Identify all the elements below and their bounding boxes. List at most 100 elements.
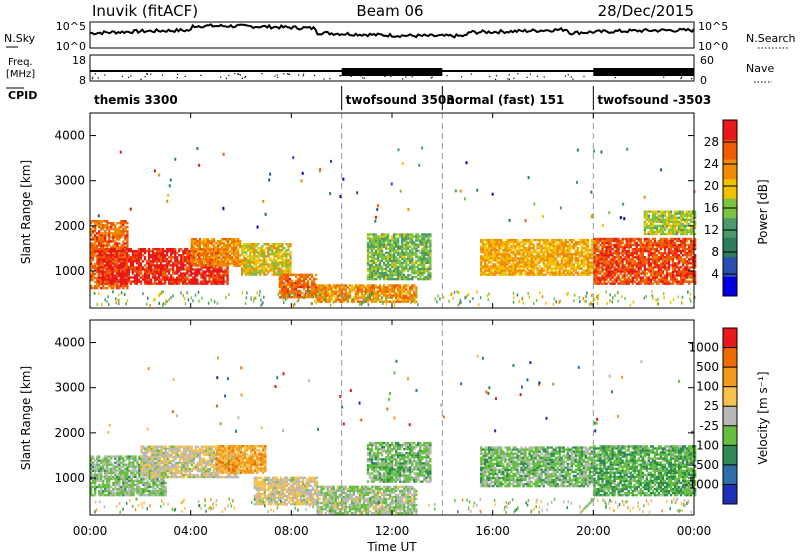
heatmap-cell: [384, 286, 388, 289]
heatmap-cell: [106, 246, 109, 249]
heatmap-cell: [320, 284, 323, 287]
heatmap-cell: [528, 251, 531, 254]
heatmap-cell: [429, 257, 432, 260]
heatmap-cell: [421, 233, 424, 236]
heatmap-cell: [673, 264, 677, 267]
heatmap-cell: [107, 260, 110, 263]
heatmap-cell: [245, 243, 248, 246]
heatmap-cell: [121, 274, 125, 277]
heatmap-cell: [247, 255, 250, 258]
heatmap-cell: [243, 257, 246, 260]
heatmap-cell: [204, 252, 208, 255]
heatmap-cell: [601, 250, 604, 253]
heatmap-cell: [194, 264, 197, 267]
heatmap-cell: [376, 290, 380, 293]
heatmap-cell: [512, 259, 515, 262]
heatmap-cell: [119, 258, 123, 261]
heatmap-cell: [111, 278, 114, 281]
heatmap-cell: [98, 238, 101, 241]
heatmap-cell: [208, 260, 211, 263]
heatmap-cell: [482, 251, 485, 254]
heatmap-cell: [544, 259, 547, 262]
heatmap-cell: [522, 265, 525, 268]
heatmap-cell: [603, 250, 606, 253]
heatmap-cell: [518, 240, 521, 244]
heatmap-cell: [294, 281, 298, 285]
heatmap-cell: [282, 289, 286, 293]
heatmap-cell: [560, 247, 563, 250]
heatmap-cell: [99, 264, 102, 267]
heatmap-cell: [330, 298, 333, 301]
heatmap-cell: [330, 288, 333, 291]
heatmap-cell: [104, 230, 107, 233]
heatmap-cell: [368, 271, 372, 275]
heatmap-cell: [641, 254, 644, 257]
heatmap-cell: [665, 278, 669, 281]
heatmap-cell: [275, 263, 278, 266]
heatmap-cell: [214, 250, 218, 253]
heatmap-cell: [669, 264, 673, 267]
heatmap-cell: [111, 280, 114, 283]
nave-dot: [350, 75, 352, 77]
heatmap-cell: [673, 250, 677, 253]
heatmap-cell: [619, 282, 622, 285]
heatmap-cell: [101, 270, 104, 273]
heatmap-cell: [597, 250, 600, 253]
heatmap-cell: [607, 274, 610, 277]
heatmap-cell: [125, 252, 129, 255]
heatmap-cell: [528, 249, 531, 252]
heatmap-cell: [627, 270, 630, 273]
heatmap-cell: [390, 284, 394, 287]
heatmap-cell: [488, 261, 491, 264]
heatmap-cell: [269, 249, 272, 252]
heatmap-cell: [115, 266, 118, 269]
heatmap-cell: [419, 277, 422, 281]
heatmap-cell: [629, 280, 632, 283]
heatmap-cell: [655, 262, 659, 265]
heatmap-cell: [512, 265, 515, 268]
heatmap-cell: [192, 250, 195, 253]
heatmap-cell: [346, 286, 350, 289]
heatmap-cell: [334, 298, 337, 301]
heatmap-cell: [322, 284, 325, 287]
heatmap-cell: [234, 252, 238, 255]
heatmap-cell: [103, 264, 106, 267]
heatmap-cell: [245, 251, 248, 254]
heatmap-cell: [190, 270, 193, 273]
heatmap-cell: [368, 288, 372, 291]
heatmap-cell: [384, 288, 388, 291]
heatmap-cell: [275, 267, 278, 270]
heatmap-cell: [566, 263, 569, 266]
heatmap-cell: [635, 252, 638, 255]
heatmap-cell: [218, 242, 222, 245]
heatmap-cell: [617, 252, 620, 255]
heatmap-cell: [159, 266, 163, 269]
heatmap-cell: [382, 257, 386, 260]
heatmap-cell: [216, 280, 219, 283]
heatmap-cell: [249, 257, 252, 260]
heatmap-cell: [399, 290, 402, 293]
heatmap-cell: [401, 249, 404, 252]
heatmap-cell: [241, 249, 244, 252]
heatmap-cell: [107, 254, 110, 257]
heatmap-cell: [542, 240, 545, 244]
heatmap-cell: [425, 249, 428, 252]
heatmap-cell: [586, 243, 590, 246]
heatmap-cell: [378, 290, 382, 293]
heatmap-cell: [228, 254, 232, 257]
heatmap-cell: [100, 238, 103, 241]
heatmap-cell: [393, 243, 396, 246]
heatmap-cell: [182, 280, 185, 283]
heatmap-cell: [338, 286, 341, 289]
heatmap-cell: [390, 290, 394, 293]
heatmap-cell: [502, 261, 505, 264]
heatmap-cell: [619, 243, 622, 247]
heatmap-cell: [147, 268, 151, 271]
heatmap-cell: [542, 267, 545, 270]
heatmap-cell: [484, 273, 487, 276]
heatmap-cell: [382, 300, 386, 303]
heatmap-cell: [116, 284, 119, 288]
heatmap-cell: [212, 282, 215, 285]
heatmap-cell: [421, 243, 424, 246]
heatmap-cell: [285, 263, 288, 266]
